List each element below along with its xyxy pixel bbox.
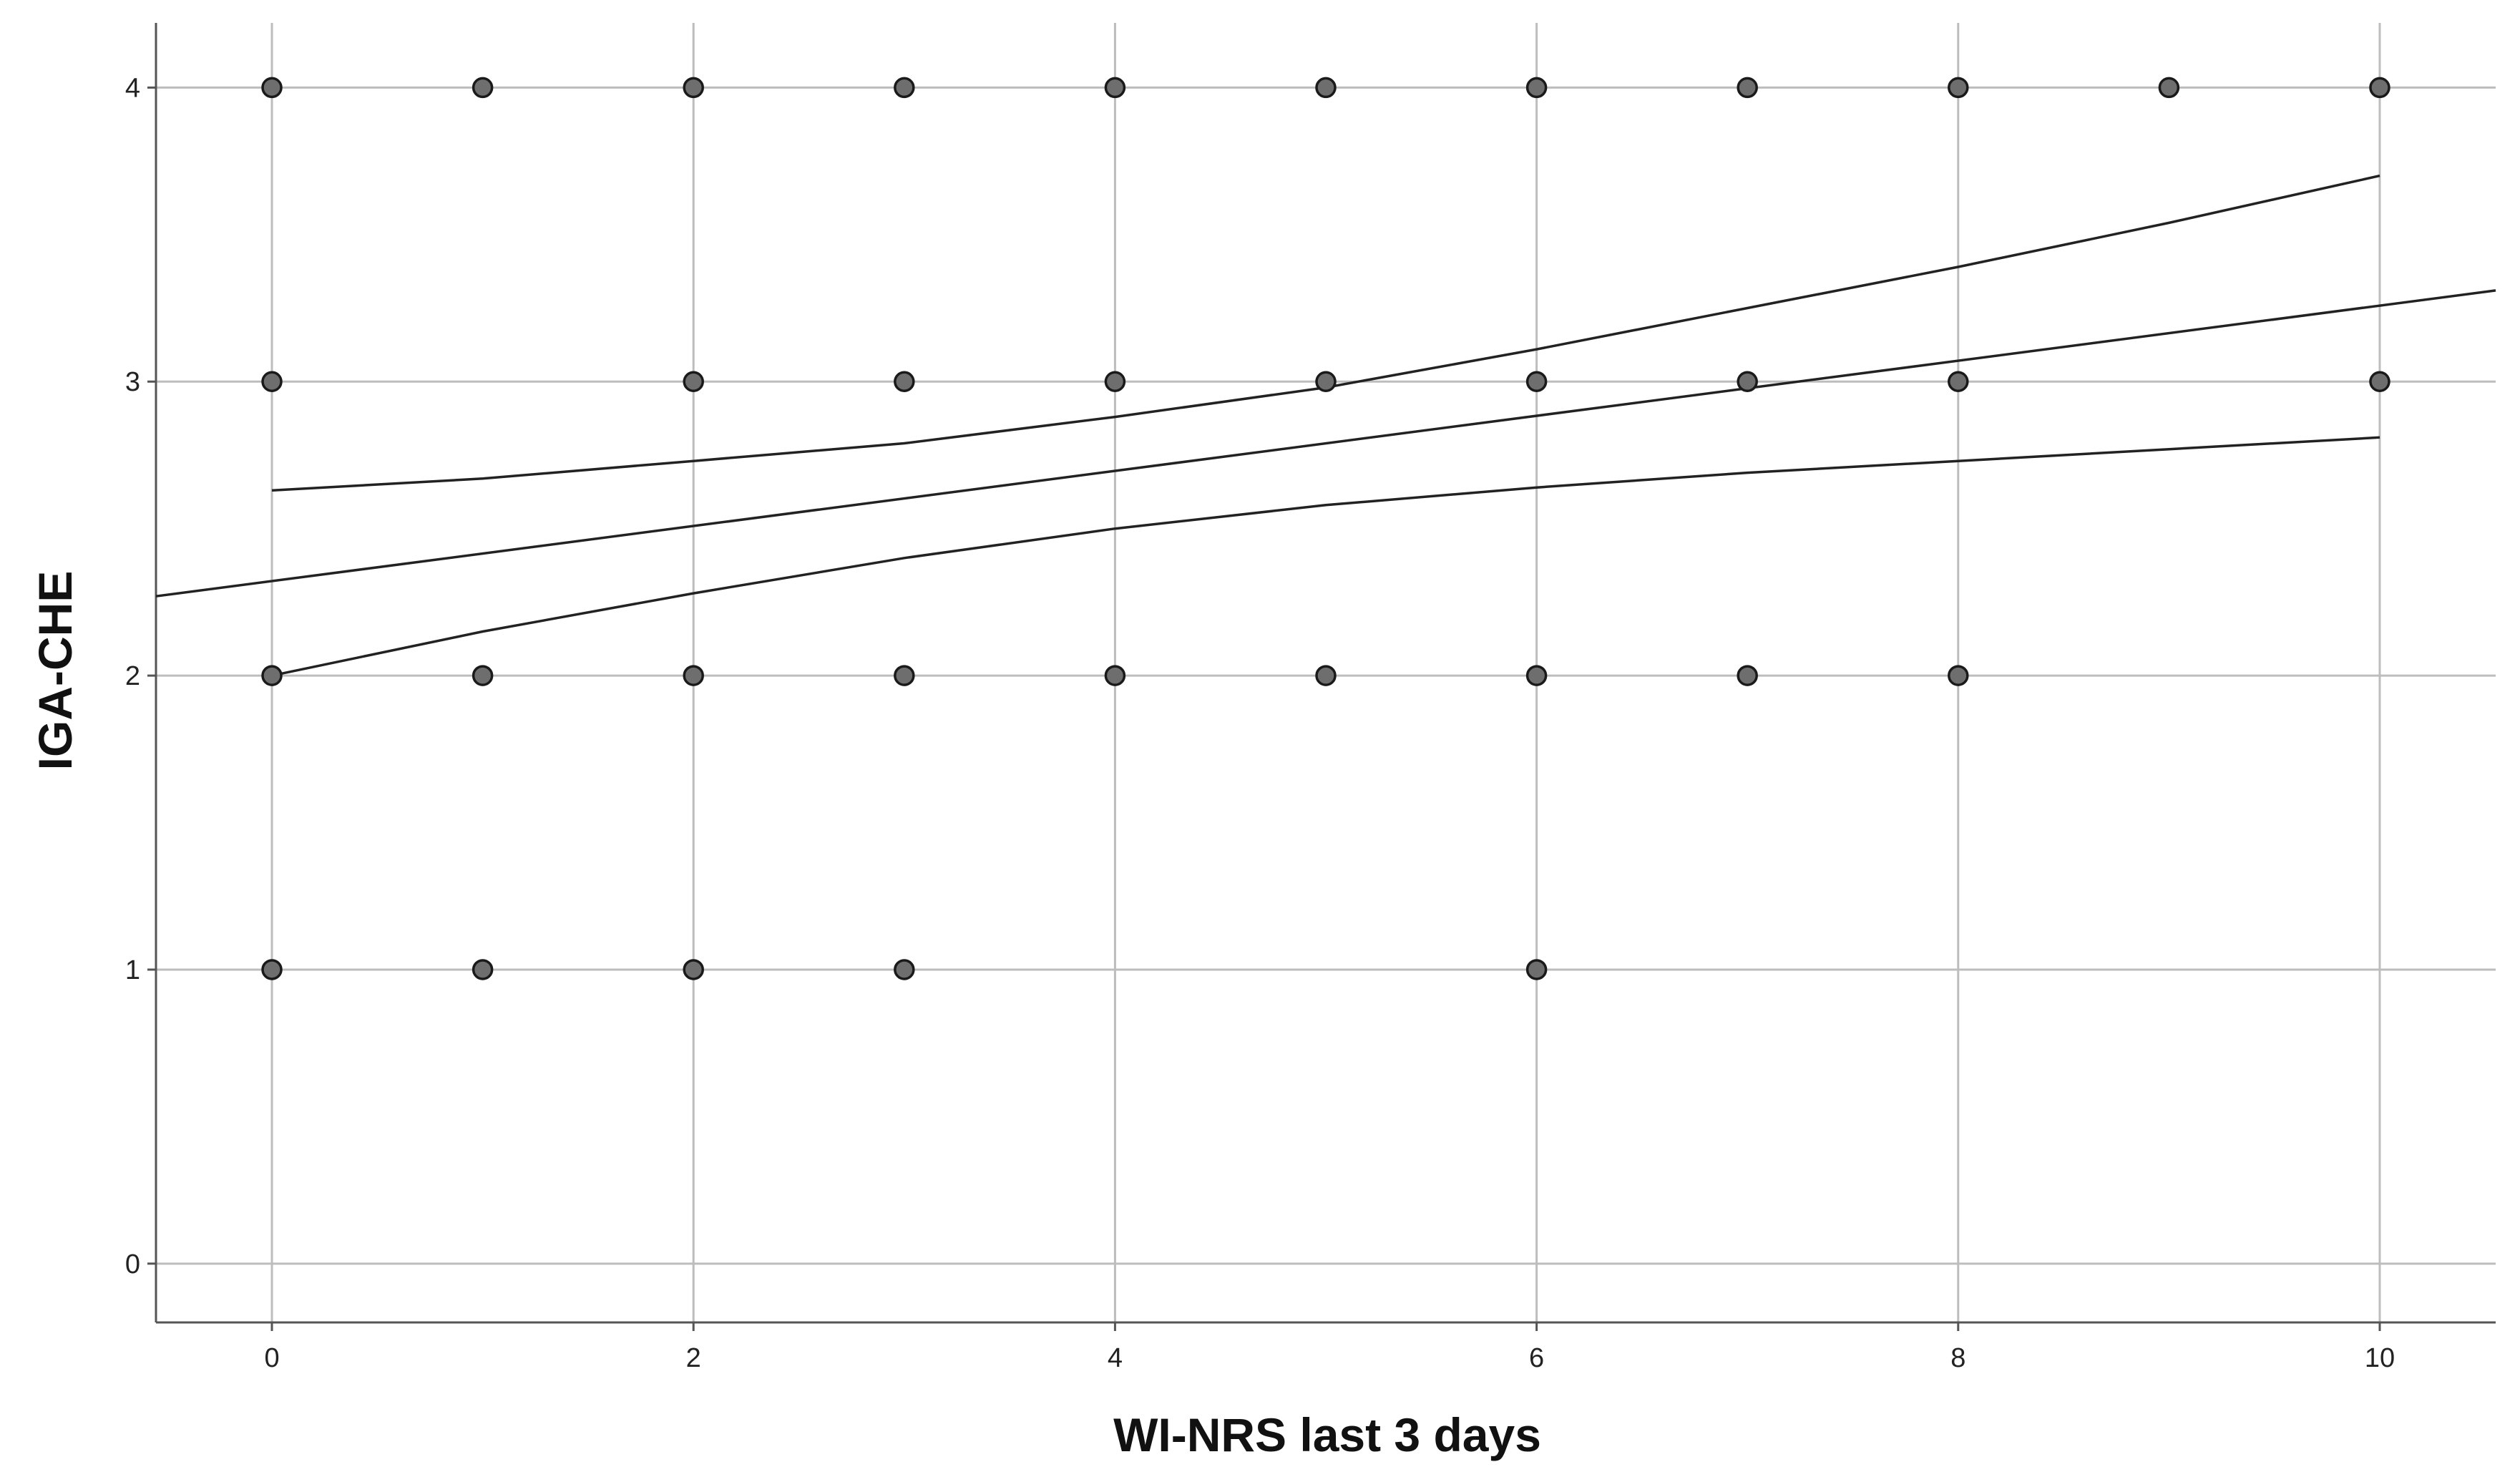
data-point bbox=[1737, 77, 1758, 99]
data-point bbox=[683, 665, 704, 686]
confidence-lower-line bbox=[271, 436, 2380, 677]
fit-lines bbox=[155, 174, 2496, 677]
y-tick-label: 1 bbox=[125, 955, 140, 985]
x-tick-label: 2 bbox=[686, 1343, 701, 1373]
x-tick-label: 6 bbox=[1529, 1343, 1544, 1373]
data-point bbox=[894, 371, 915, 392]
y-tick-label: 0 bbox=[125, 1249, 140, 1279]
data-point bbox=[472, 665, 494, 686]
tick-labels: 0 2 4 6 8 10 0 1 2 3 4 bbox=[125, 73, 2395, 1373]
data-point bbox=[1737, 665, 1758, 686]
data-point bbox=[683, 371, 704, 392]
data-point bbox=[261, 959, 283, 980]
data-point bbox=[1525, 77, 1548, 99]
x-tick-label: 4 bbox=[1108, 1343, 1123, 1373]
data-point bbox=[1525, 371, 1548, 392]
data-point bbox=[1315, 371, 1337, 392]
data-point bbox=[894, 959, 915, 980]
data-point bbox=[1948, 665, 1969, 686]
y-tick-label: 4 bbox=[125, 73, 140, 103]
data-point bbox=[261, 371, 283, 392]
data-point bbox=[1315, 665, 1337, 686]
data-point bbox=[261, 665, 283, 686]
data-point bbox=[1104, 665, 1126, 686]
data-point bbox=[1104, 77, 1126, 99]
data-point bbox=[894, 665, 915, 686]
x-axis-title: WI-NRS last 3 days bbox=[1113, 1408, 1541, 1461]
data-point bbox=[2158, 77, 2180, 99]
data-point bbox=[1525, 665, 1548, 686]
data-point bbox=[1737, 371, 1758, 392]
y-tick-label: 3 bbox=[125, 367, 140, 397]
y-axis-title: IGA-CHE bbox=[29, 571, 82, 771]
data-point bbox=[683, 959, 704, 980]
x-tick-label: 8 bbox=[1950, 1343, 1965, 1373]
data-point bbox=[261, 77, 283, 99]
data-point bbox=[683, 77, 704, 99]
data-point bbox=[2369, 371, 2390, 392]
x-tick-label: 0 bbox=[264, 1343, 279, 1373]
data-point bbox=[472, 77, 494, 99]
fit-line bbox=[155, 289, 2496, 598]
data-points bbox=[261, 77, 2390, 980]
data-point bbox=[1948, 77, 1969, 99]
data-point bbox=[472, 959, 494, 980]
data-point bbox=[1525, 959, 1548, 980]
x-tick-label: 10 bbox=[2365, 1343, 2395, 1373]
data-point bbox=[894, 77, 915, 99]
axes bbox=[147, 23, 2496, 1331]
y-tick-label: 2 bbox=[125, 661, 140, 691]
data-point bbox=[1948, 371, 1969, 392]
data-point bbox=[1315, 77, 1337, 99]
data-point bbox=[1104, 371, 1126, 392]
data-point bbox=[2369, 77, 2390, 99]
